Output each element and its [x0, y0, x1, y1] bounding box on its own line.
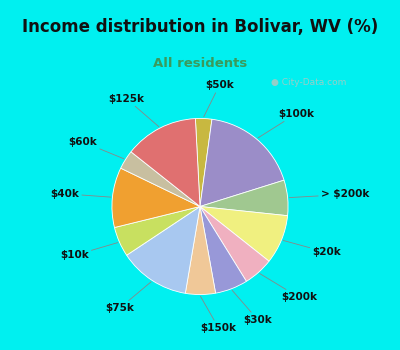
Text: $30k: $30k: [232, 290, 272, 325]
Text: All residents: All residents: [153, 57, 247, 70]
Text: $150k: $150k: [200, 296, 237, 333]
Wedge shape: [114, 206, 200, 255]
Wedge shape: [131, 119, 200, 206]
Text: $60k: $60k: [68, 137, 124, 159]
Text: $40k: $40k: [50, 189, 111, 199]
Text: ● City-Data.com: ● City-Data.com: [271, 78, 346, 87]
Wedge shape: [200, 206, 246, 293]
Wedge shape: [200, 180, 288, 216]
Text: $50k: $50k: [204, 80, 234, 117]
Text: $200k: $200k: [260, 274, 317, 302]
Wedge shape: [127, 206, 200, 293]
Wedge shape: [112, 168, 200, 228]
Wedge shape: [121, 152, 200, 206]
Text: $10k: $10k: [60, 243, 118, 260]
Wedge shape: [185, 206, 216, 295]
Text: $75k: $75k: [105, 282, 151, 313]
Wedge shape: [195, 118, 212, 206]
Text: $20k: $20k: [283, 240, 341, 257]
Wedge shape: [200, 206, 269, 281]
Wedge shape: [200, 206, 288, 261]
Text: > $200k: > $200k: [289, 189, 369, 200]
Text: Income distribution in Bolivar, WV (%): Income distribution in Bolivar, WV (%): [22, 18, 378, 36]
Text: $100k: $100k: [258, 109, 314, 138]
Text: $125k: $125k: [108, 93, 159, 127]
Wedge shape: [200, 119, 284, 206]
